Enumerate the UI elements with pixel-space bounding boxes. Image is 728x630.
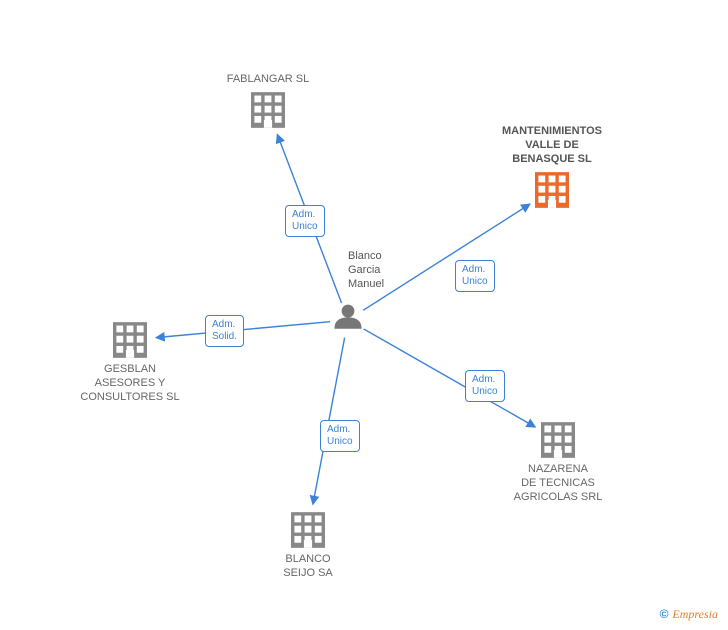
building-icon-nazarena[interactable]	[541, 422, 575, 458]
edge-label-nazarena: Adm. Unico	[465, 370, 505, 402]
edge-mantenimientos	[363, 204, 530, 310]
building-icon-blanco_seijo[interactable]	[291, 512, 325, 548]
edge-label-gesblan: Adm. Solid.	[205, 315, 244, 347]
edge-label-blanco_seijo: Adm. Unico	[320, 420, 360, 452]
building-icon-gesblan[interactable]	[113, 322, 147, 358]
copyright-symbol: ©	[660, 607, 669, 621]
node-label-gesblan[interactable]: GESBLAN ASESORES Y CONSULTORES SL	[60, 363, 200, 404]
node-label-fablangar[interactable]: FABLANGAR SL	[198, 73, 338, 87]
edge-nazarena	[364, 329, 536, 427]
watermark: ©empresia	[660, 607, 718, 622]
building-icon-fablangar[interactable]	[251, 92, 285, 128]
person-icon[interactable]	[334, 305, 361, 329]
network-diagram	[0, 0, 728, 630]
edge-label-fablangar: Adm. Unico	[285, 205, 325, 237]
building-icon-mantenimientos[interactable]	[535, 172, 569, 208]
node-label-blanco_seijo[interactable]: BLANCO SEIJO SA	[238, 553, 378, 581]
person-label: Blanco Garcia Manuel	[348, 250, 384, 291]
brand-text: empresia	[672, 607, 718, 621]
node-label-mantenimientos[interactable]: MANTENIMIENTOS VALLE DE BENASQUE SL	[482, 125, 622, 166]
edge-label-mantenimientos: Adm. Unico	[455, 260, 495, 292]
node-label-nazarena[interactable]: NAZARENA DE TECNICAS AGRICOLAS SRL	[488, 463, 628, 504]
